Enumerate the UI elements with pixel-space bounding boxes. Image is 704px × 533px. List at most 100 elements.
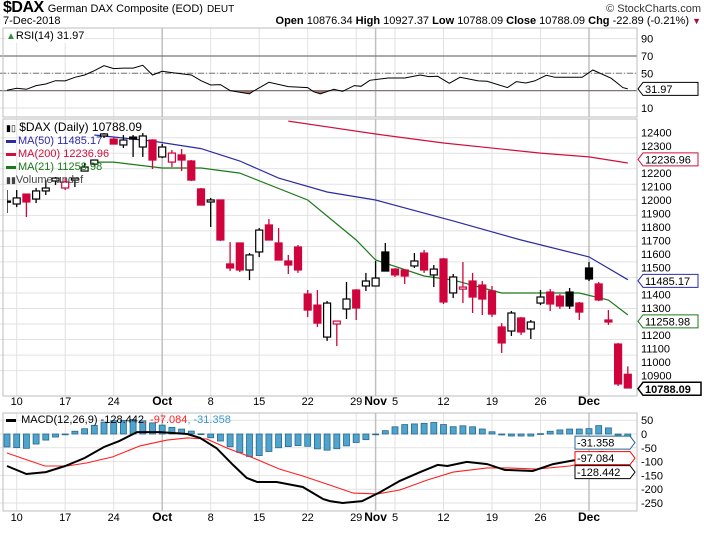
- ma50-line: [94, 134, 629, 281]
- candle-body: [245, 254, 254, 271]
- macd-histogram-bar: [294, 433, 302, 446]
- macd-swatch: [6, 418, 16, 422]
- ma21-swatch: [6, 165, 16, 169]
- price-tick-label: 11700: [641, 235, 671, 247]
- rsi-icon: ▲: [6, 31, 16, 42]
- candle-body: [342, 298, 351, 310]
- candle-body: [109, 138, 118, 145]
- macd-histogram-bar: [3, 433, 11, 448]
- macd-histogram-bar: [32, 433, 40, 445]
- symbol: $DAX: [3, 0, 44, 16]
- candle-body: [536, 296, 545, 304]
- date-tick-label: 22: [302, 512, 314, 524]
- down-triangle-icon: ▼: [692, 16, 701, 26]
- candle-body: [468, 280, 477, 298]
- close-value-tag: 10788.09: [637, 381, 702, 397]
- signal-value-tag-box: [574, 451, 636, 466]
- signal-value-tag: -97.084: [574, 451, 636, 466]
- high-value: 10927.37: [383, 15, 430, 27]
- ma200-legend: MA(200) 12236.96: [18, 148, 110, 160]
- macd-histogram-bar: [420, 422, 428, 435]
- open-value: 10876.34: [306, 15, 353, 27]
- macd-histogram-bar: [362, 433, 370, 441]
- close-value-tag-text: 10788.09: [645, 384, 691, 396]
- macd-legend: MACD(12,26,9) -128.442, -97.084, -31.358: [6, 414, 231, 427]
- rsi-tick-label: 70: [641, 51, 653, 63]
- date-tick-label: 5: [392, 396, 398, 408]
- macd-histogram-bar: [585, 428, 593, 435]
- rsi-panel: [0, 55, 637, 95]
- macd-histogram-bar: [343, 433, 350, 447]
- macd-tick-label: -100: [641, 457, 663, 469]
- macd-histogram-bar: [246, 433, 253, 457]
- macd-histogram-bar: [575, 428, 583, 435]
- candle-body: [129, 136, 138, 140]
- price-tick-label: 12300: [641, 141, 672, 153]
- chart-header: $DAX German DAX Composite (EOD) DEUT © S…: [3, 0, 701, 28]
- histogram-value-tag-text: -31.358: [577, 438, 614, 450]
- ma50-value-tag: 11485.17: [637, 273, 699, 288]
- candle-body: [487, 290, 497, 315]
- ma200-line: [288, 120, 628, 164]
- rsi-tick-label: 10: [641, 103, 653, 115]
- low-value: 10788.09: [457, 15, 504, 27]
- price-tick-label: 12400: [641, 127, 672, 139]
- date-tick-label: 19: [486, 396, 498, 408]
- panel-border: [2, 412, 638, 512]
- copyright[interactable]: © StockCharts.com: [606, 3, 701, 15]
- candle-body: [449, 276, 458, 294]
- candle-body: [138, 135, 147, 148]
- macd-histogram-bar: [255, 433, 263, 456]
- macd-histogram-bar: [459, 425, 467, 435]
- macd-histogram-bar: [216, 433, 224, 442]
- candle-body: [90, 159, 99, 165]
- macd-histogram-bar: [537, 433, 544, 435]
- macd-tick-label: 50: [641, 415, 653, 427]
- candle-body: [390, 268, 400, 276]
- date-tick-label: 24: [108, 512, 120, 524]
- macd-histogram-bar: [149, 422, 156, 435]
- candle-body: [7, 200, 12, 203]
- signal-value-tag-text: -97.084: [577, 453, 614, 465]
- price-tick-label: 11400: [641, 289, 671, 301]
- date-tick-label: 22: [302, 396, 314, 408]
- macd-legend-value: -128.442: [100, 414, 144, 426]
- macd-histogram-bar: [265, 433, 273, 452]
- macd-tick-label: -250: [641, 498, 663, 510]
- macd-histogram-bar: [566, 428, 573, 435]
- macd-histogram-bar: [430, 422, 438, 435]
- price-tick-label: 11500: [641, 262, 671, 274]
- candle-body: [575, 302, 584, 313]
- date-tick-label: Nov: [364, 510, 387, 524]
- rsi-legend-text: RSI(14) 31.97: [15, 30, 85, 42]
- ma21-value-tag-text: 11258.98: [645, 316, 690, 328]
- date-tick-label: 29: [350, 396, 362, 408]
- candle-body: [516, 317, 526, 333]
- macd-histogram-bar: [498, 433, 506, 436]
- chg-label: Chg: [588, 15, 610, 27]
- candle-body: [594, 283, 603, 301]
- date-tick-label: 12: [437, 512, 449, 524]
- macd-histogram-bar: [313, 433, 321, 450]
- date-tick-label: Dec: [578, 510, 600, 524]
- date-tick-label: Oct: [152, 394, 172, 408]
- histogram-value-tag-box: [574, 435, 636, 450]
- candle-body: [400, 269, 409, 277]
- signal-legend-value: , -97.084: [143, 414, 188, 426]
- macd-histogram-bar: [410, 423, 418, 435]
- candle-body: [235, 242, 244, 271]
- macd-histogram-bar: [52, 433, 59, 438]
- price-tick-label: 12000: [641, 195, 672, 207]
- candle-body: [303, 293, 312, 311]
- macd-histogram-bar: [236, 433, 244, 453]
- macd-histogram-bar: [323, 433, 331, 451]
- macd-tick-label: -50: [641, 443, 657, 455]
- price-tick-label: 11600: [641, 249, 671, 261]
- histogram-legend-value: , -31.358: [187, 414, 231, 426]
- date-tick-label: 5: [392, 512, 398, 524]
- candle-body: [41, 187, 50, 192]
- candle-body: [439, 258, 448, 303]
- candle-body: [206, 199, 215, 203]
- ma50-legend: MA(50) 11485.17: [18, 135, 103, 147]
